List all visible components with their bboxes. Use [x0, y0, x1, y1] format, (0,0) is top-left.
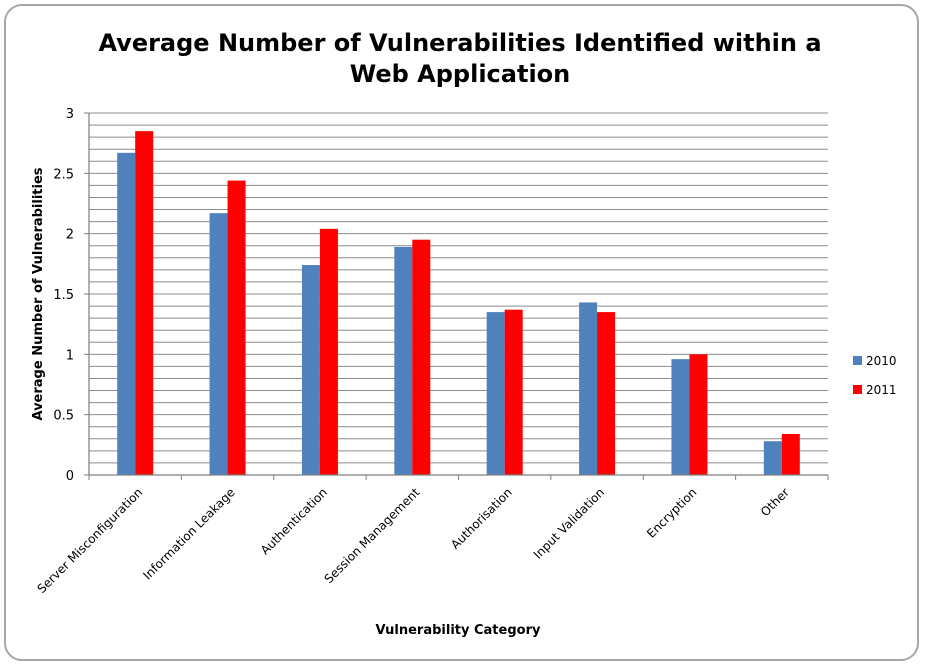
- x-tick-label: Other: [758, 485, 792, 519]
- x-axis-title: Vulnerability Category: [376, 623, 541, 638]
- bar-2010: [209, 213, 228, 476]
- x-tick-label: Encryption: [644, 485, 699, 540]
- bar-2011: [412, 239, 431, 475]
- y-tick-label: 0.5: [53, 409, 74, 424]
- x-tick-label: Server Misconfiguration: [34, 485, 145, 596]
- chart-title: Average Number of Vulnerabilities Identi…: [80, 28, 840, 90]
- y-tick-label: 3: [66, 107, 74, 122]
- legend-label: 2011: [866, 383, 897, 397]
- bar-2011: [504, 309, 523, 475]
- bars: [117, 131, 800, 476]
- y-tick-label: 2: [66, 228, 74, 243]
- bar-2010: [486, 312, 505, 475]
- bar-2011: [781, 433, 800, 475]
- y-tick-label: 2.5: [53, 167, 74, 182]
- x-tick-label: Input Validation: [531, 485, 607, 561]
- bar-2011: [689, 354, 708, 475]
- bar-2011: [227, 180, 246, 475]
- bar-2010: [394, 246, 413, 475]
- y-tick-label: 0: [66, 469, 74, 484]
- bar-2010: [301, 265, 320, 475]
- chart-title-line-2: Web Application: [349, 60, 571, 88]
- y-tick-label: 1: [66, 348, 74, 363]
- x-tick-label: Information Leakage: [140, 485, 237, 582]
- axes: [84, 112, 829, 480]
- bar-2010: [671, 359, 690, 475]
- chart-title-line-1: Average Number of Vulnerabilities Identi…: [98, 29, 822, 57]
- y-tick-label: 1.5: [53, 288, 74, 303]
- legend-swatch-2011: [853, 385, 862, 394]
- bar-2010: [117, 152, 136, 475]
- legend-swatch-2010: [853, 356, 862, 365]
- legend: 2010 2011: [853, 354, 897, 397]
- y-tick-labels: 0 0.5 1 1.5 2 2.5 3: [53, 107, 74, 484]
- x-tick-label: Session Management: [322, 485, 423, 586]
- y-axis-title: Average Number of Vulnerabilities: [31, 167, 46, 420]
- x-tick-label: Authentication: [258, 485, 330, 557]
- bar-2011: [597, 312, 616, 475]
- legend-label: 2010: [866, 354, 897, 368]
- bar-2011: [319, 228, 338, 475]
- x-tick-label: Authorisation: [448, 485, 515, 552]
- bar-2011: [135, 131, 154, 475]
- gridlines: [89, 112, 828, 464]
- bar-2010: [763, 441, 782, 475]
- bar-2010: [579, 302, 598, 475]
